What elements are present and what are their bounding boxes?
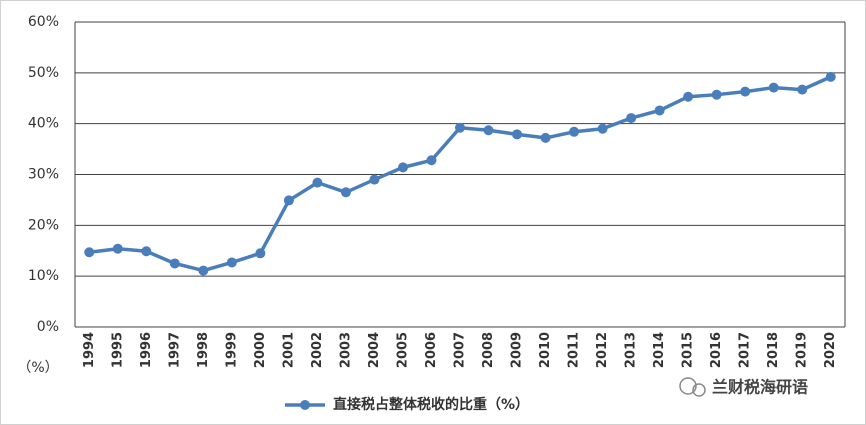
x-tick-label: 2015: [681, 332, 696, 368]
data-point: [483, 125, 494, 136]
watermark-icon: [679, 377, 706, 397]
data-point: [797, 84, 808, 95]
x-tick-label: 1995: [110, 332, 125, 368]
watermark: 兰财税海研语: [712, 378, 808, 397]
x-tick-label: 2018: [766, 332, 781, 368]
data-point: [141, 246, 152, 257]
data-point: [626, 113, 637, 124]
y-tick-label: 40%: [28, 116, 59, 132]
x-tick-label: 2001: [281, 332, 296, 368]
data-point: [768, 82, 779, 93]
data-point: [369, 174, 380, 185]
x-tick-label: 2006: [424, 332, 439, 368]
x-axis-label: （%）: [17, 360, 58, 376]
x-tick-label: 2007: [453, 332, 468, 368]
y-tick-label: 60%: [28, 14, 59, 30]
x-tick-label: 2005: [395, 332, 410, 368]
data-point: [597, 123, 608, 134]
legend-label: 直接税占整体税收的比重（%）: [333, 396, 529, 413]
data-point: [255, 248, 266, 259]
x-tick-label: 2013: [624, 332, 639, 368]
data-point: [426, 155, 437, 166]
data-point: [683, 91, 694, 102]
data-point: [512, 129, 523, 140]
data-point: [226, 257, 237, 268]
x-tick-label: 2003: [338, 332, 353, 368]
x-tick-label: 1997: [167, 332, 182, 368]
x-tick-label: 2004: [367, 332, 382, 368]
data-point: [84, 247, 95, 258]
x-tick-label: 2011: [567, 332, 582, 368]
y-tick-label: 0%: [37, 319, 59, 335]
data-point: [540, 132, 551, 143]
data-point: [169, 258, 180, 269]
data-point: [711, 89, 722, 100]
y-tick-label: 30%: [28, 167, 59, 183]
x-tick-label: 2002: [310, 332, 325, 368]
x-tick-label: 2014: [652, 332, 667, 368]
data-point: [740, 86, 751, 97]
x-tick-label: 1994: [82, 332, 97, 368]
y-tick-label: 20%: [28, 217, 59, 233]
x-tick-label: 2000: [253, 332, 268, 368]
y-tick-label: 10%: [28, 268, 59, 284]
x-tick-label: 2012: [595, 332, 610, 368]
x-tick-label: 2020: [823, 332, 838, 368]
x-tick-label: 2008: [481, 332, 496, 368]
data-point: [112, 243, 123, 254]
x-tick-label: 1998: [196, 332, 211, 368]
data-point: [283, 195, 294, 206]
data-point: [569, 126, 580, 137]
data-point: [312, 177, 323, 188]
y-tick-label: 50%: [28, 65, 59, 81]
data-point: [198, 265, 209, 276]
x-tick-label: 2010: [538, 332, 553, 368]
data-point: [455, 122, 465, 133]
x-tick-label: 2019: [795, 332, 810, 368]
x-tick-label: 2016: [709, 332, 724, 368]
x-tick-label: 1996: [139, 332, 154, 368]
x-tick-label: 1999: [224, 332, 239, 368]
data-point: [397, 162, 408, 173]
data-point: [340, 187, 351, 198]
data-point: [825, 71, 836, 82]
x-tick-label: 2017: [738, 332, 753, 368]
x-tick-label: 2009: [510, 332, 525, 368]
legend-marker: [300, 400, 310, 410]
data-point: [654, 105, 665, 116]
